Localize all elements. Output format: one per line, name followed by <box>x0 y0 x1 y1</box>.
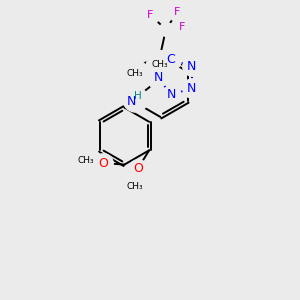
Text: F: F <box>179 22 186 32</box>
Text: N: N <box>187 60 196 73</box>
Text: N: N <box>153 71 163 84</box>
Text: CH₃: CH₃ <box>127 69 143 78</box>
Text: F: F <box>147 10 154 20</box>
Text: F: F <box>174 7 181 17</box>
Text: C: C <box>167 53 175 66</box>
Text: CH₃: CH₃ <box>151 60 168 69</box>
Text: N: N <box>166 88 176 101</box>
Text: O: O <box>98 157 108 169</box>
Text: CH₃: CH₃ <box>126 182 143 191</box>
Text: N: N <box>187 82 196 95</box>
Text: N: N <box>127 95 136 108</box>
Text: H: H <box>134 91 142 101</box>
Text: O: O <box>133 162 143 176</box>
Text: CH₃: CH₃ <box>77 156 94 165</box>
